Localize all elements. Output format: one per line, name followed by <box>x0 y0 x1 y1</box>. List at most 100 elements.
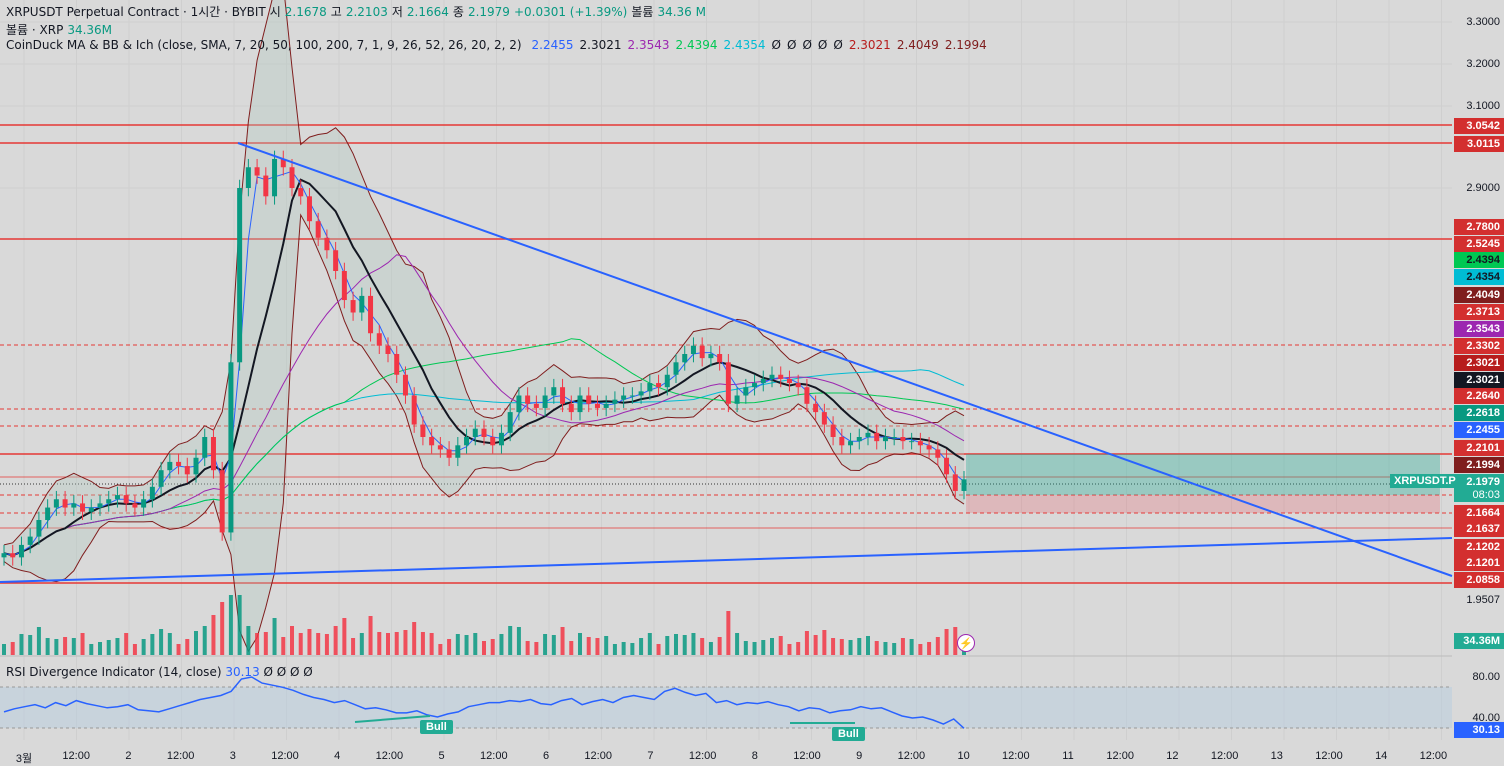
candle-body <box>464 437 470 446</box>
rsi-axis-40: 40.00 <box>1472 712 1500 724</box>
candle-body <box>944 457 950 475</box>
volume-bars <box>2 595 966 655</box>
time-axis-label: 10 <box>957 750 970 762</box>
price-tag: 34.36M <box>1454 633 1504 649</box>
volume-bar <box>508 626 513 655</box>
price-axis-label: 3.2000 <box>1466 58 1500 70</box>
candle-body <box>760 378 766 384</box>
volume-bar <box>534 642 539 655</box>
volume-bar <box>822 630 827 655</box>
volume-bar <box>412 622 417 655</box>
time-axis-label: 12:00 <box>1419 750 1448 762</box>
volume-bar <box>796 642 801 655</box>
time-axis-label: 14 <box>1375 750 1388 762</box>
time-axis-label: 4 <box>334 750 341 762</box>
candle-body <box>935 449 941 458</box>
candle-body <box>804 387 810 404</box>
volume-bar <box>194 631 198 655</box>
take-profit-zone <box>966 454 1440 495</box>
indicator-name[interactable]: CoinDuck MA & BB & Ich (close, SMA, 7, 2… <box>6 38 522 52</box>
candles <box>1 150 967 566</box>
candle-body <box>856 437 862 442</box>
rsi-axis-80: 80.00 <box>1472 671 1500 683</box>
volume-bar <box>386 633 390 655</box>
volume-bar <box>19 634 24 655</box>
volume-bar <box>656 644 661 655</box>
indicator-value: 2.4394 <box>675 38 718 52</box>
candle-body <box>298 188 304 197</box>
chart-grid <box>0 0 1452 740</box>
time-axis-label: 3월 <box>15 753 33 765</box>
candle-body <box>498 432 504 446</box>
candle-body <box>394 354 400 375</box>
candle-body <box>542 395 548 408</box>
candle-body <box>237 188 243 363</box>
volume-bar <box>2 644 6 655</box>
candle-body <box>786 378 792 384</box>
volume-bar <box>831 638 836 655</box>
volume-bar <box>298 633 303 655</box>
candle-body <box>551 387 557 396</box>
volume-bar <box>368 616 373 655</box>
volume-bar <box>787 644 792 655</box>
volume-bar <box>63 637 68 655</box>
volume-bar <box>770 638 774 655</box>
candle-body <box>123 495 129 504</box>
volume-bar <box>804 631 809 655</box>
candle-body <box>53 499 59 508</box>
time-axis-label: 8 <box>751 750 758 762</box>
candle-body <box>621 395 627 400</box>
time-axis-label: 5 <box>438 750 445 762</box>
volume-bar <box>106 640 111 655</box>
candle-body <box>263 175 269 197</box>
candle-body <box>455 445 461 458</box>
volume-bar <box>621 642 626 655</box>
volume-bar <box>211 615 216 655</box>
price-tag: 2.2455 <box>1454 422 1504 438</box>
candle-body <box>62 499 68 508</box>
lightning-icon[interactable]: ⚡ <box>957 634 975 652</box>
candle-body <box>368 295 374 334</box>
candle-body <box>202 437 208 458</box>
price-tag: 2.4049 <box>1454 287 1504 303</box>
candle-body <box>149 486 155 500</box>
candle-body <box>917 441 923 446</box>
candle-body <box>848 441 854 446</box>
candle-body <box>315 221 321 238</box>
candle-body <box>106 499 112 504</box>
volume-bar <box>682 635 687 655</box>
price-tag: 3.0115 <box>1454 136 1504 152</box>
time-axis-label: 2 <box>125 750 132 762</box>
volume-bar <box>333 626 338 655</box>
trend-lines[interactable] <box>0 142 1453 583</box>
candle-body <box>752 383 758 388</box>
volume-bar <box>455 634 460 655</box>
volume-bar <box>717 637 722 655</box>
volume-bar <box>848 640 853 655</box>
bull-divergence-label: Bull <box>832 727 865 741</box>
candle-body <box>141 499 147 508</box>
symbol-title[interactable]: XRPUSDT Perpetual Contract · 1시간 · BYBIT <box>6 5 266 19</box>
volume-bar <box>813 635 818 655</box>
rsi-title[interactable]: RSI Divergence Indicator (14, close) <box>6 665 222 679</box>
candle-body <box>961 479 967 491</box>
volume-bar <box>473 633 478 655</box>
candle-body <box>690 345 696 354</box>
price-tag: 2.0858 <box>1454 572 1504 588</box>
time-axis-label: 3 <box>229 750 236 762</box>
volume-bar <box>324 634 329 655</box>
bollinger-fill <box>4 0 964 652</box>
candle-body <box>210 437 216 471</box>
volume-bar <box>263 632 268 655</box>
volume-bar <box>883 642 888 655</box>
volume-bar <box>36 627 41 655</box>
time-axis-label: 12:00 <box>793 750 821 762</box>
price-tag: 2.4394 <box>1454 252 1504 268</box>
time-axis-label: 11 <box>1062 750 1074 762</box>
price-tag: 2.1979 <box>1454 474 1504 490</box>
indicator-value: 2.1994 <box>944 38 987 52</box>
volume-bar <box>839 639 844 655</box>
price-axis-label: 1.9507 <box>1466 594 1500 606</box>
volume-bar <box>743 641 748 655</box>
